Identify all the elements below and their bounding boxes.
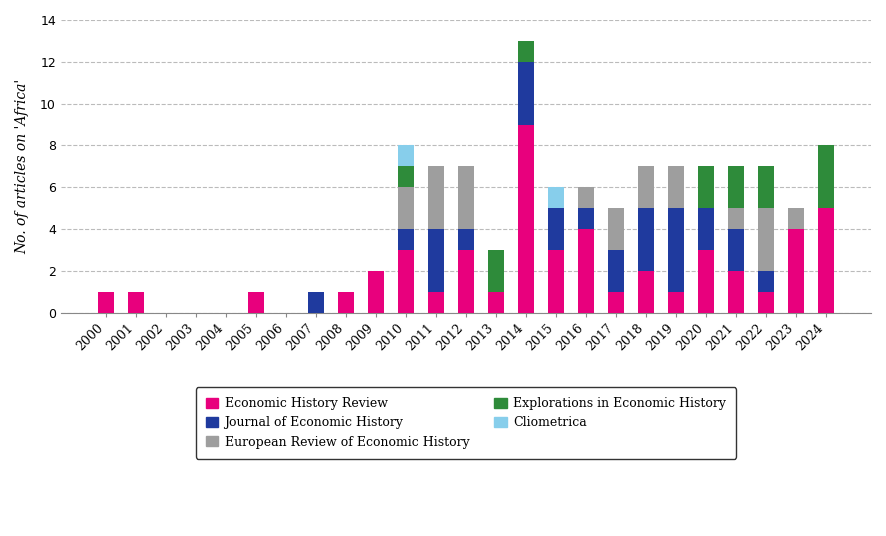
Bar: [727, 229, 744, 271]
Bar: [428, 229, 444, 292]
Bar: [398, 250, 414, 312]
Bar: [458, 250, 474, 312]
Bar: [788, 229, 804, 312]
Bar: [608, 250, 624, 292]
Bar: [578, 229, 595, 312]
Bar: [517, 124, 534, 312]
Bar: [307, 292, 324, 312]
Bar: [668, 208, 684, 292]
Bar: [398, 229, 414, 250]
Y-axis label: No. of articles on 'Africa': No. of articles on 'Africa': [15, 79, 29, 254]
Bar: [608, 208, 624, 250]
Bar: [548, 250, 564, 312]
Bar: [458, 166, 474, 229]
Bar: [487, 292, 504, 312]
Bar: [487, 250, 504, 292]
Bar: [548, 187, 564, 208]
Bar: [818, 145, 835, 208]
Bar: [818, 208, 835, 312]
Bar: [128, 292, 144, 312]
Bar: [608, 292, 624, 312]
Bar: [758, 208, 774, 271]
Bar: [697, 208, 714, 250]
Bar: [517, 41, 534, 62]
Bar: [758, 292, 774, 312]
Bar: [97, 292, 114, 312]
Bar: [758, 271, 774, 292]
Bar: [727, 166, 744, 208]
Bar: [638, 271, 654, 312]
Bar: [428, 166, 444, 229]
Bar: [398, 145, 414, 166]
Bar: [458, 229, 474, 250]
Bar: [668, 292, 684, 312]
Bar: [578, 187, 595, 208]
Bar: [578, 208, 595, 229]
Bar: [697, 166, 714, 208]
Bar: [398, 187, 414, 229]
Bar: [727, 271, 744, 312]
Bar: [788, 208, 804, 229]
Bar: [548, 208, 564, 250]
Bar: [727, 208, 744, 229]
Bar: [638, 208, 654, 271]
Bar: [368, 271, 385, 312]
Bar: [697, 250, 714, 312]
Bar: [758, 166, 774, 208]
Bar: [338, 292, 354, 312]
Bar: [428, 292, 444, 312]
Bar: [638, 166, 654, 208]
Legend: Economic History Review, Journal of Economic History, European Review of Economi: Economic History Review, Journal of Econ…: [196, 387, 736, 459]
Bar: [248, 292, 264, 312]
Bar: [517, 62, 534, 124]
Bar: [668, 166, 684, 208]
Bar: [398, 166, 414, 187]
